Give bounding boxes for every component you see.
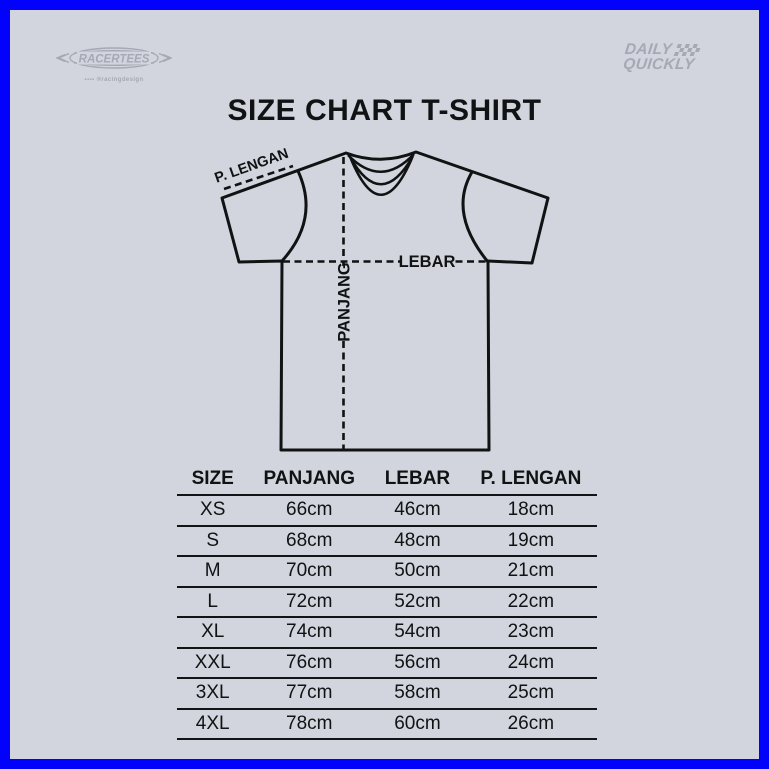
p-lengan-cell: 18cm [507,499,555,521]
racertees-tagline: ▪▪▪▪ ®racingdesign [84,77,144,83]
lebar-label-bg [402,251,452,271]
racertees-wordmark: RACERTEES [79,54,150,66]
size-cell: S [206,529,220,551]
collar-ribbing [347,153,415,197]
panjang-cell: 77cm [286,682,333,704]
table-row: XS 66cm 46cm 18cm [177,496,597,527]
table-row: 3XL 77cm 58cm 25cm [177,679,597,710]
table-row: XXL 76cm 56cm 24cm [177,649,597,679]
table-row: S 68cm 48cm 19cm [177,527,597,557]
size-cell: XL [201,621,225,643]
panjang-cell: 74cm [286,621,333,643]
panjang-cell: 68cm [286,529,333,551]
lebar-cell: 58cm [394,682,441,704]
checkered-flag-icon [674,43,701,56]
panjang-cell: 70cm [286,560,333,582]
size-cell: L [207,590,218,612]
p-lengan-cell: 19cm [507,529,555,551]
lebar-cell: 52cm [394,590,441,612]
size-table-body: XS 66cm 46cm 18cm S 68cm 48cm 19cm M 70cm 50cm 21cm… [177,496,597,740]
table-row: XL 74cm 54cm 23cm [177,618,597,649]
size-cell: XS [200,499,226,521]
size-cell: 4XL [195,712,230,734]
column-header-size: SIZE [191,467,234,489]
panjang-cell: 72cm [286,590,333,612]
left-armhole-seam [280,170,308,263]
racertees-logo: RACERTEES ▪▪▪▪ ®racingdesign [56,40,172,83]
size-table-header: SIZE PANJANG LEBAR P. LENGAN [177,463,597,496]
table-row: M 70cm 50cm 21cm [177,557,597,588]
size-table: SIZE PANJANG LEBAR P. LENGAN XS 66cm 46cm 1… [177,463,597,740]
width-label: LEBAR [399,253,456,271]
column-header-lebar: LEBAR [384,467,451,489]
size-cell: XXL [194,651,231,673]
length-label: PANJANG [336,262,354,341]
sleeve-measure-line [223,164,294,191]
lebar-cell: 60cm [394,712,441,734]
lebar-cell: 56cm [394,651,441,673]
size-cell: 3XL [195,682,230,704]
lebar-cell: 48cm [394,529,441,551]
lebar-cell: 46cm [394,499,441,521]
p-lengan-cell: 26cm [507,712,555,734]
panjang-cell: 66cm [286,499,333,521]
panjang-cell: 76cm [286,651,333,673]
p-lengan-cell: 22cm [507,590,555,612]
p-lengan-cell: 23cm [507,621,555,643]
p-lengan-cell: 24cm [507,651,555,673]
panjang-cell: 78cm [286,712,333,734]
tshirt-outline [220,150,550,452]
p-lengan-cell: 21cm [507,560,555,582]
right-armhole-seam [461,171,490,263]
panjang-label-bg [332,266,355,338]
racertees-globe-icon: RACERTEES [56,47,172,69]
p-lengan-cell: 25cm [507,682,555,704]
column-header-p-lengan: P. LENGAN [480,467,582,489]
lebar-cell: 54cm [394,621,441,643]
lebar-cell: 50cm [394,560,441,582]
size-cell: M [204,560,221,582]
table-row: L 72cm 52cm 22cm [177,588,597,618]
table-row: 4XL 78cm 60cm 26cm [177,710,597,740]
column-header-panjang: PANJANG [263,467,356,489]
daily-quickly-logo: DAILY QUICKLY [622,41,701,73]
page-title: SIZE CHART T-SHIRT [227,94,542,127]
